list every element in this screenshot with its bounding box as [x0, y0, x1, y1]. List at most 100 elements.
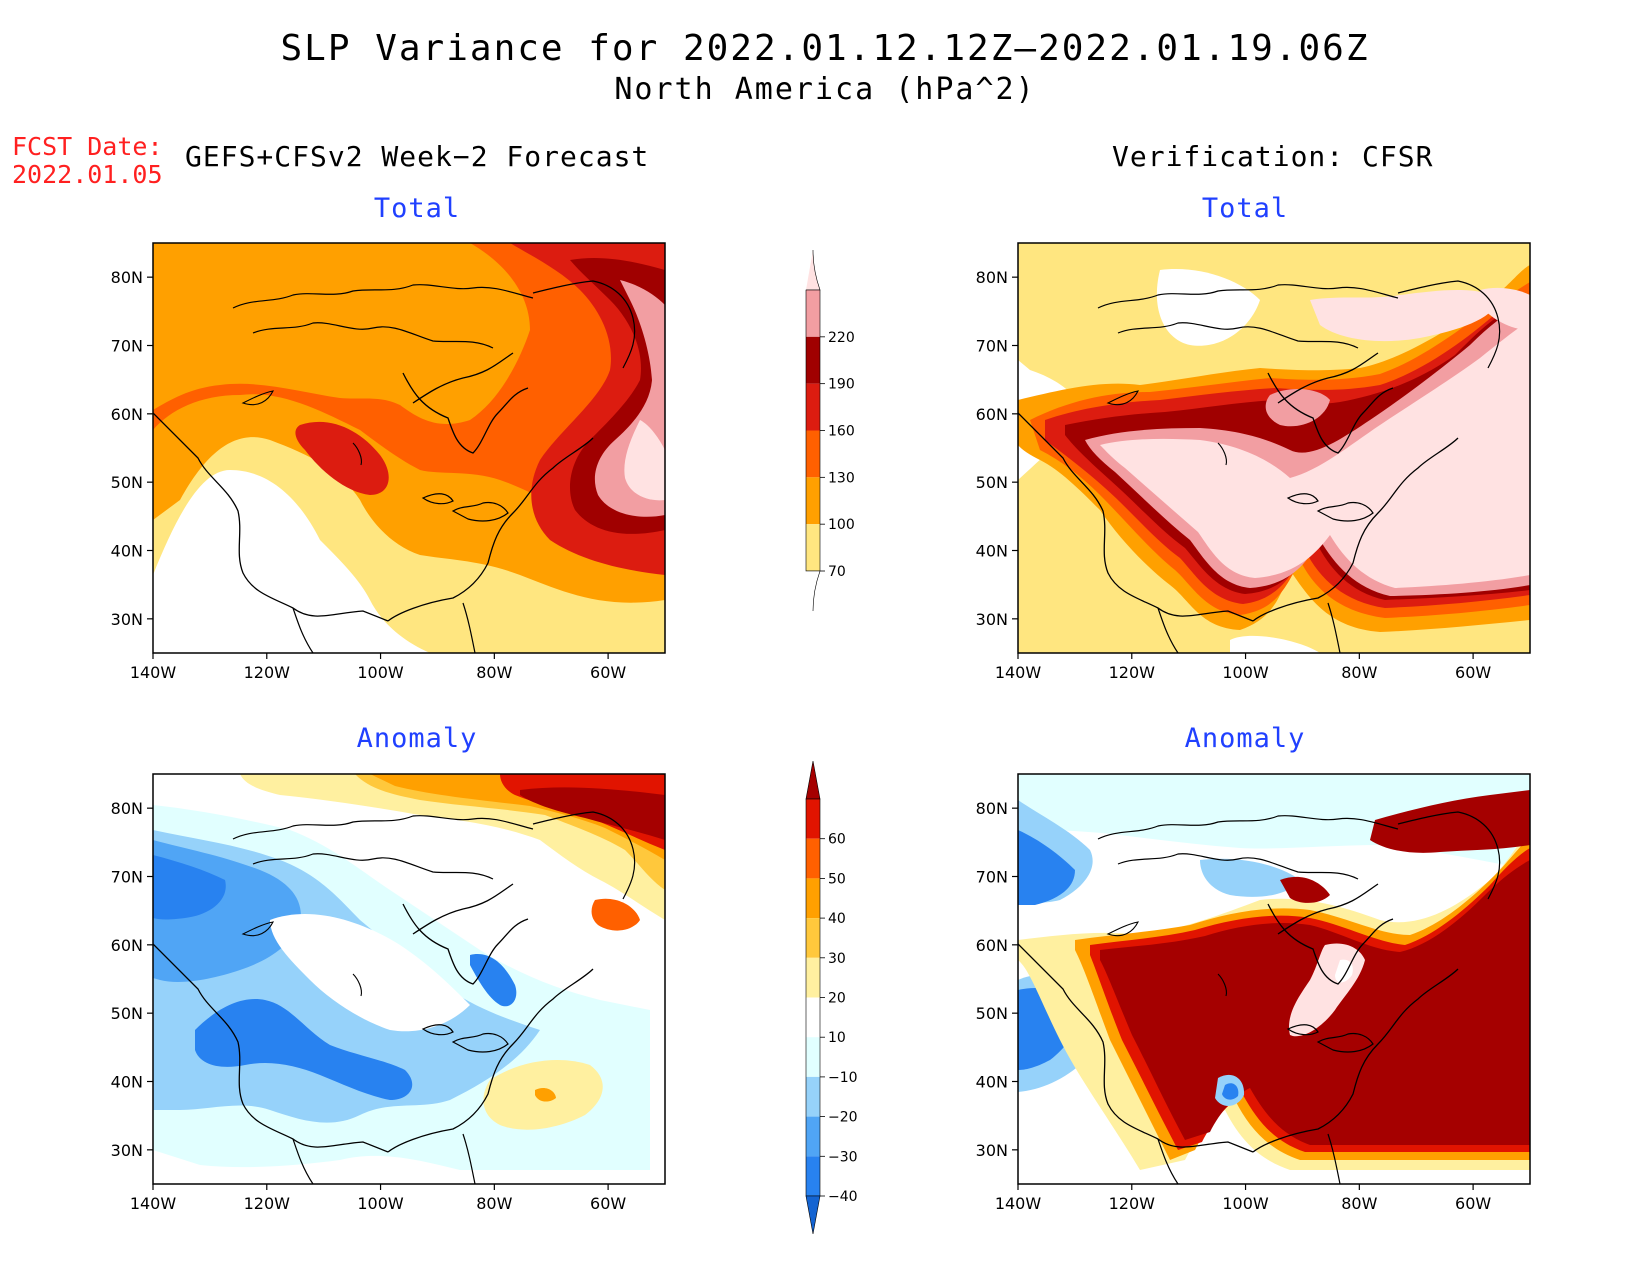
verif-total-map: [1018, 243, 1530, 653]
verif-total-frame: [1017, 242, 1531, 654]
colorbar-box: [806, 524, 820, 571]
lon-label: 60W: [1455, 1194, 1491, 1213]
lat-label: 70N: [111, 868, 143, 887]
colorbar-cap-bottom: [806, 570, 821, 612]
colorbar-label: −20: [828, 1110, 858, 1126]
colorbar-label: 100: [828, 517, 855, 533]
lon-label: 80W: [1341, 663, 1377, 682]
colorbar-label: 60: [828, 832, 846, 848]
colorbar-label: 220: [828, 330, 855, 346]
verif-total-title: Total: [1201, 193, 1289, 224]
lat-label: 30N: [111, 1141, 143, 1160]
lon-label: 120W: [244, 1194, 291, 1213]
colorbar-box: [806, 878, 820, 919]
fcst-anomaly-frame: [152, 773, 666, 1185]
lon-label: 100W: [357, 1194, 404, 1213]
colorbar-label: 10: [828, 1030, 846, 1046]
colorbar-box: [806, 383, 820, 431]
colorbar-label: 30: [828, 951, 846, 967]
colorbar-box: [806, 838, 820, 879]
colorbar-label: −10: [828, 1070, 858, 1086]
lon-label: 140W: [995, 663, 1042, 682]
colorbar-box: [806, 799, 820, 839]
fcst-anomaly-map: [153, 774, 665, 1184]
fcst-total-frame: [152, 242, 666, 654]
colorbar-label: 160: [828, 424, 855, 440]
verif-anomaly-frame: [1017, 773, 1531, 1185]
lat-label: 80N: [976, 268, 1008, 287]
lat-label: 50N: [976, 1004, 1008, 1023]
lat-label: 40N: [111, 542, 143, 561]
lat-label: 30N: [976, 610, 1008, 629]
colorbar-box: [806, 997, 820, 1038]
verification-column-title: Verification: CFSR: [1112, 140, 1434, 173]
lon-label: 60W: [1455, 663, 1491, 682]
main-title: SLP Variance for 2022.01.12.12Z–2022.01.…: [280, 28, 1370, 69]
lat-label: 30N: [976, 1141, 1008, 1160]
lon-label: 60W: [590, 663, 626, 682]
lon-label: 120W: [244, 663, 291, 682]
colorbar-label: 190: [828, 377, 855, 393]
lon-label: 100W: [357, 663, 404, 682]
lat-label: 60N: [976, 405, 1008, 424]
fcst-total-title: Total: [373, 193, 461, 224]
colorbar-box: [806, 1116, 820, 1157]
verif-anomaly-map: [1018, 774, 1530, 1184]
lat-label: 80N: [111, 268, 143, 287]
fcst-anomaly-title: Anomaly: [356, 723, 478, 754]
lat-label: 40N: [976, 542, 1008, 561]
colorbar-box: [806, 957, 820, 998]
lat-label: 80N: [976, 799, 1008, 818]
colorbar-total: 220 190 160 130 100 70: [805, 249, 855, 612]
colorbar-label: 40: [828, 911, 846, 927]
lat-label: 50N: [111, 473, 143, 492]
lon-label: 120W: [1109, 1194, 1156, 1213]
lon-label: 140W: [995, 1194, 1042, 1213]
verif-anomaly-title: Anomaly: [1184, 723, 1306, 754]
lon-label: 100W: [1222, 663, 1269, 682]
lon-label: 100W: [1222, 1194, 1269, 1213]
lat-label: 60N: [111, 405, 143, 424]
colorbar-box: [806, 918, 820, 958]
colorbar-label: −40: [828, 1189, 858, 1205]
colorbar-cap-top: [806, 249, 821, 291]
lon-label: 60W: [590, 1194, 626, 1213]
colorbar-label: 70: [828, 564, 846, 580]
colorbar-label: −30: [828, 1149, 858, 1165]
colorbar-box: [806, 1037, 820, 1077]
lat-label: 70N: [976, 868, 1008, 887]
lat-label: 60N: [976, 936, 1008, 955]
colorbar-label: 20: [828, 991, 846, 1007]
colorbar-cap-bottom: [805, 1195, 821, 1235]
lon-label: 80W: [476, 1194, 512, 1213]
lon-label: 140W: [130, 663, 177, 682]
colorbar-box: [806, 336, 820, 384]
lat-label: 70N: [111, 337, 143, 356]
colorbar-box: [806, 477, 820, 525]
colorbar-anomaly: 60 50 40 30 20 10 −10 −20 −30 −40: [805, 760, 858, 1235]
fcst-date-value: 2022.01.05: [12, 160, 163, 189]
colorbar-box: [806, 1076, 820, 1117]
lon-label: 80W: [1341, 1194, 1377, 1213]
colorbar-box: [806, 430, 820, 478]
lat-label: 40N: [976, 1073, 1008, 1092]
colorbar-label: 130: [828, 470, 855, 486]
lat-label: 30N: [111, 610, 143, 629]
lat-label: 40N: [111, 1073, 143, 1092]
lon-label: 120W: [1109, 663, 1156, 682]
colorbar-cap-top: [805, 760, 821, 800]
lon-label: 140W: [130, 1194, 177, 1213]
axes-layer: 80N 70N 60N 50N 40N 30N 140W 120W 100W 80W 60W 80N 7…: [111, 268, 1492, 1213]
lat-label: 80N: [111, 799, 143, 818]
lon-label: 80W: [476, 663, 512, 682]
main-subtitle: North America (hPa^2): [614, 72, 1036, 107]
lat-label: 50N: [976, 473, 1008, 492]
lat-label: 70N: [976, 337, 1008, 356]
fcst-date-label: FCST Date:: [12, 132, 163, 161]
forecast-column-title: GEFS+CFSv2 Week−2 Forecast: [185, 140, 650, 173]
colorbar-box: [806, 1156, 820, 1196]
lat-label: 60N: [111, 936, 143, 955]
colorbar-label: 50: [828, 871, 846, 887]
fcst-total-map: [153, 243, 665, 653]
